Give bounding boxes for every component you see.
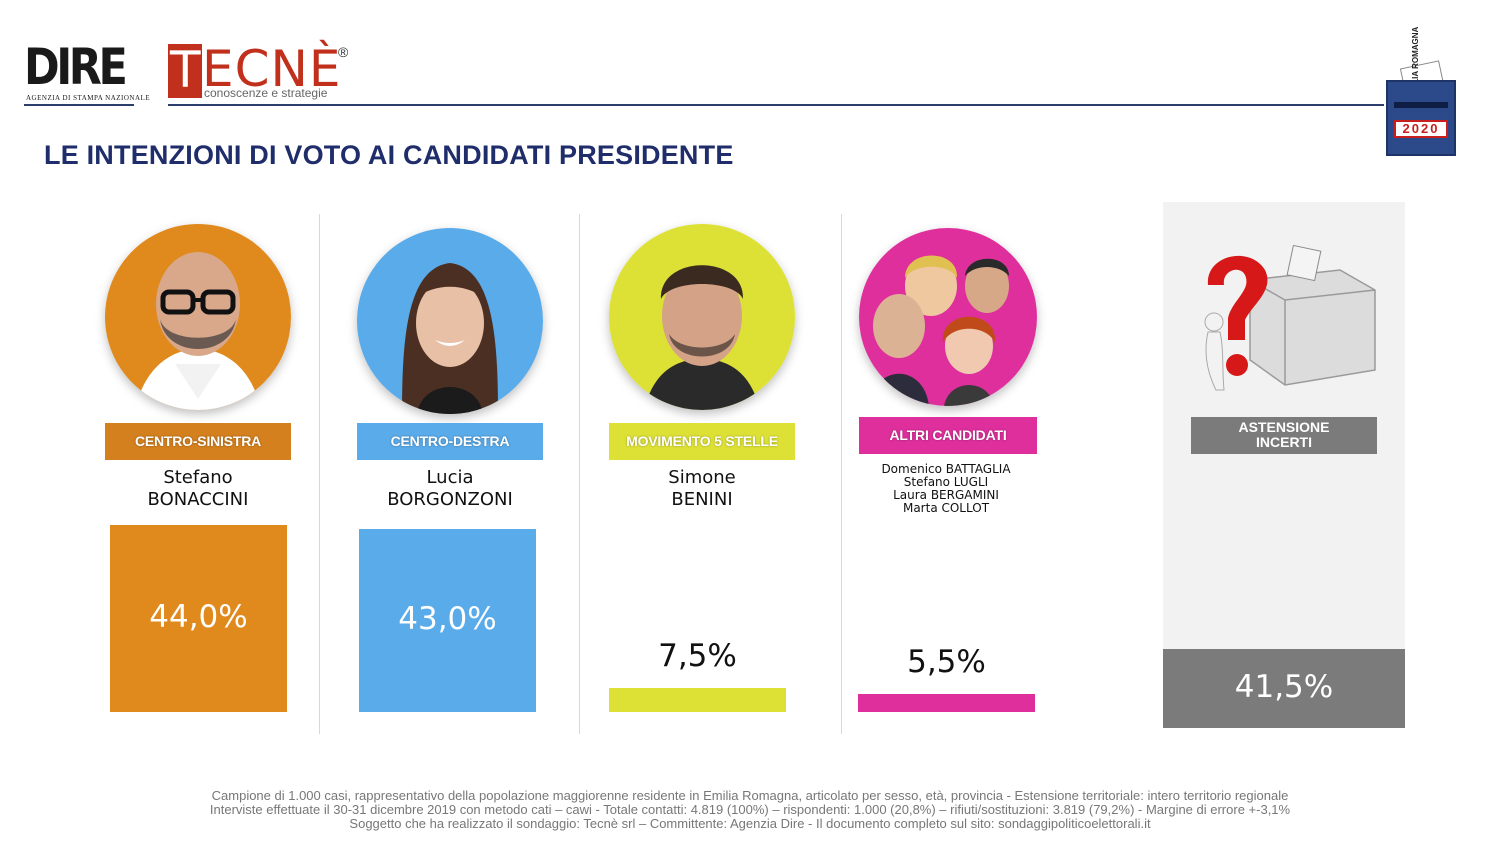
footnote-line: Soggetto che ha realizzato il sondaggio:… bbox=[349, 816, 1151, 831]
dire-logo-tagline: AGENZIA DI STAMPA NAZIONALE bbox=[26, 94, 151, 102]
dire-logo: DIRE AGENZIA DI STAMPA NAZIONALE bbox=[24, 38, 150, 104]
tecne-logo-rest: ECNÈ bbox=[202, 40, 342, 98]
party-tag-astensione: ASTENSIONE INCERTI bbox=[1191, 417, 1377, 454]
candidate-first-name: Lucia bbox=[426, 467, 474, 488]
column-divider bbox=[319, 214, 320, 734]
question-ballot-illustration bbox=[1190, 230, 1380, 400]
value-label-centro-sinistra: 44,0% bbox=[149, 598, 248, 635]
party-tag-centro-destra: CENTRO-DESTRA bbox=[357, 423, 543, 460]
tecne-logo-box bbox=[168, 44, 202, 98]
ballot-slot bbox=[1394, 102, 1448, 108]
candidate-last-name: BORGONZONI bbox=[387, 489, 513, 510]
value-label-altri: 5,5% bbox=[907, 644, 986, 680]
header-rule bbox=[168, 104, 1384, 106]
ballot-box-icon bbox=[1386, 80, 1456, 156]
column-divider bbox=[841, 214, 842, 734]
astensione-label-line1: ASTENSIONE bbox=[1238, 419, 1330, 435]
other-candidate-name: Laura BERGAMINI bbox=[893, 488, 999, 502]
candidate-last-name: BONACCINI bbox=[147, 489, 249, 510]
header-rule-left bbox=[24, 104, 134, 106]
candidate-photo-altri bbox=[859, 228, 1037, 406]
page-title: LE INTENZIONI DI VOTO AI CANDIDATI PRESI… bbox=[44, 140, 734, 170]
candidate-photo-borgonzoni bbox=[357, 228, 543, 414]
bar-altri bbox=[858, 694, 1035, 712]
other-candidate-name: Stefano LUGLI bbox=[903, 475, 989, 489]
candidate-last-name: BENINI bbox=[671, 489, 733, 510]
party-tag-m5s: MOVIMENTO 5 STELLE bbox=[609, 423, 795, 460]
bar-centro-sinistra bbox=[110, 525, 287, 712]
tecne-logo-tagline: conoscenze e strategie bbox=[204, 86, 328, 100]
badge-year: 2020 bbox=[1394, 120, 1448, 138]
column-divider bbox=[579, 214, 580, 734]
dire-logo-word: DIRE bbox=[24, 38, 128, 96]
candidate-photo-benini bbox=[609, 224, 795, 410]
bar-astensione bbox=[1163, 649, 1405, 728]
candidate-first-name: Simone bbox=[668, 467, 736, 488]
tecne-logo: T ECNÈ ® conoscenze e strategie bbox=[168, 40, 358, 100]
astensione-label-line2: INCERTI bbox=[1256, 434, 1312, 450]
value-label-centro-destra: 43,0% bbox=[398, 600, 497, 637]
party-tag-altri: ALTRI CANDIDATI bbox=[859, 417, 1037, 454]
value-label-astensione: 41,5% bbox=[1234, 668, 1334, 705]
other-candidate-name: Domenico BATTAGLIA bbox=[881, 462, 1011, 476]
footnote-line: Campione di 1.000 casi, rappresentativo … bbox=[211, 788, 1289, 803]
bar-centro-destra bbox=[359, 529, 536, 712]
candidate-photo-bonaccini bbox=[105, 224, 291, 410]
bar-m5s bbox=[609, 688, 786, 712]
party-tag-centro-sinistra: CENTRO-SINISTRA bbox=[105, 423, 291, 460]
altri-candidati-list: Domenico BATTAGLIA Stefano LUGLI Laura B… bbox=[848, 463, 1044, 515]
tecne-logo-initial: T bbox=[170, 41, 201, 99]
value-label-m5s: 7,5% bbox=[658, 638, 737, 674]
other-candidate-name: Marta COLLOT bbox=[902, 501, 990, 515]
registered-mark: ® bbox=[338, 44, 349, 60]
candidate-first-name: Stefano bbox=[163, 467, 233, 488]
footnote-line: Interviste effettuate il 30-31 dicembre … bbox=[209, 802, 1291, 817]
ballot-box-badge: EMILIA ROMAGNA 2020 bbox=[1386, 27, 1456, 156]
